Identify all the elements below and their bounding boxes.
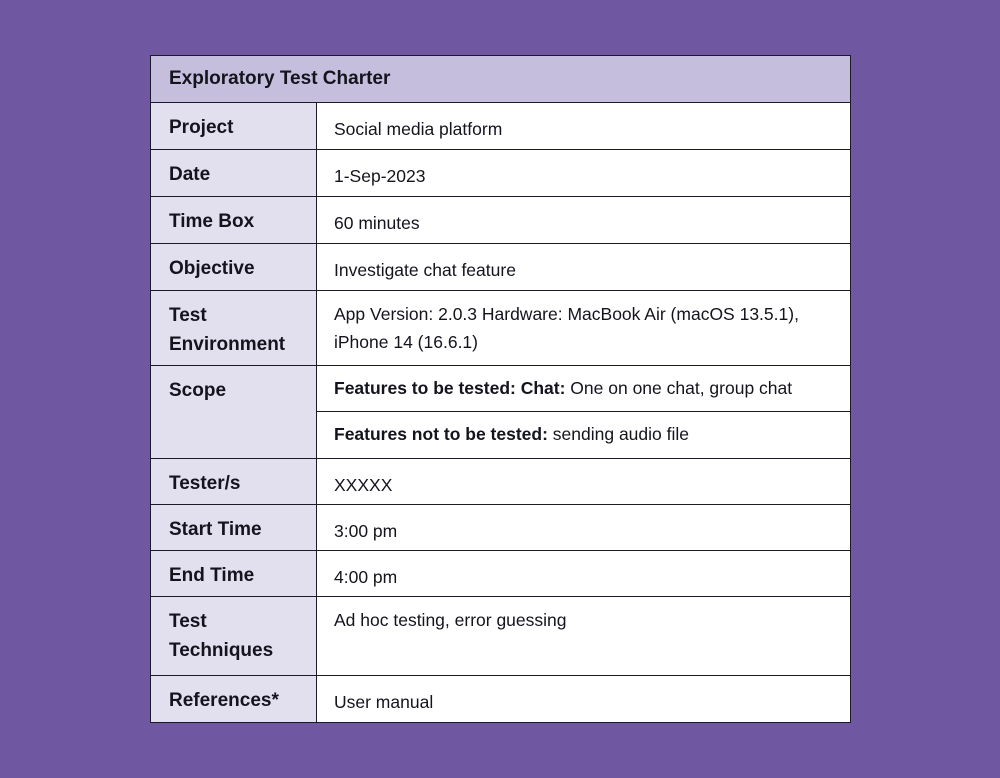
table-row: Test Environment App Version: 2.0.3 Hardw… <box>151 291 850 366</box>
table-row: Start Time 3:00 pm <box>151 505 850 551</box>
scope-out-label: Features not to be tested: <box>334 424 548 444</box>
row-label: Date <box>151 150 317 196</box>
table-row: Objective Investigate chat feature <box>151 244 850 291</box>
scope-in-label: Features to be tested: Chat: <box>334 378 566 398</box>
table-title: Exploratory Test Charter <box>151 56 850 103</box>
scope-row: Scope Features to be tested: Chat: One o… <box>151 366 850 459</box>
table-row: Test Techniques Ad hoc testing, error gue… <box>151 597 850 676</box>
scope-out-text: sending audio file <box>547 424 689 444</box>
table-row: End Time 4:00 pm <box>151 551 850 597</box>
row-value: 1-Sep-2023 <box>334 166 426 186</box>
scope-in-text: One on one chat, group chat <box>565 378 793 398</box>
row-value: Investigate chat feature <box>334 260 516 280</box>
row-value: Ad hoc testing, error guessing <box>334 610 567 630</box>
row-value: 4:00 pm <box>334 567 398 587</box>
row-label: Test Techniques <box>151 597 317 675</box>
scope-in: Features to be tested: Chat: One on one … <box>317 366 850 411</box>
row-label: Start Time <box>151 505 317 550</box>
row-label: End Time <box>151 551 317 596</box>
table-row: Project Social media platform <box>151 103 850 150</box>
test-charter-table: Exploratory Test Charter Project Social m… <box>150 55 851 723</box>
row-label: Objective <box>151 244 317 290</box>
row-value: XXXXX <box>334 475 393 495</box>
row-value: App Version: 2.0.3 Hardware: MacBook Air… <box>334 304 799 352</box>
row-label: Time Box <box>151 197 317 243</box>
table-row: Tester/s XXXXX <box>151 459 850 505</box>
row-label: Scope <box>151 366 317 458</box>
table-row: References* User manual <box>151 676 850 722</box>
table-row: Time Box 60 minutes <box>151 197 850 244</box>
row-value: 3:00 pm <box>334 521 398 541</box>
row-value: 60 minutes <box>334 213 420 233</box>
row-label: Project <box>151 103 317 149</box>
scope-out: Features not to be tested: sending audio… <box>317 411 850 457</box>
table-row: Date 1-Sep-2023 <box>151 150 850 197</box>
row-label: References* <box>151 676 317 722</box>
row-value: User manual <box>334 692 434 712</box>
row-label: Tester/s <box>151 459 317 504</box>
row-value: Social media platform <box>334 119 503 139</box>
row-label: Test Environment <box>151 291 317 365</box>
